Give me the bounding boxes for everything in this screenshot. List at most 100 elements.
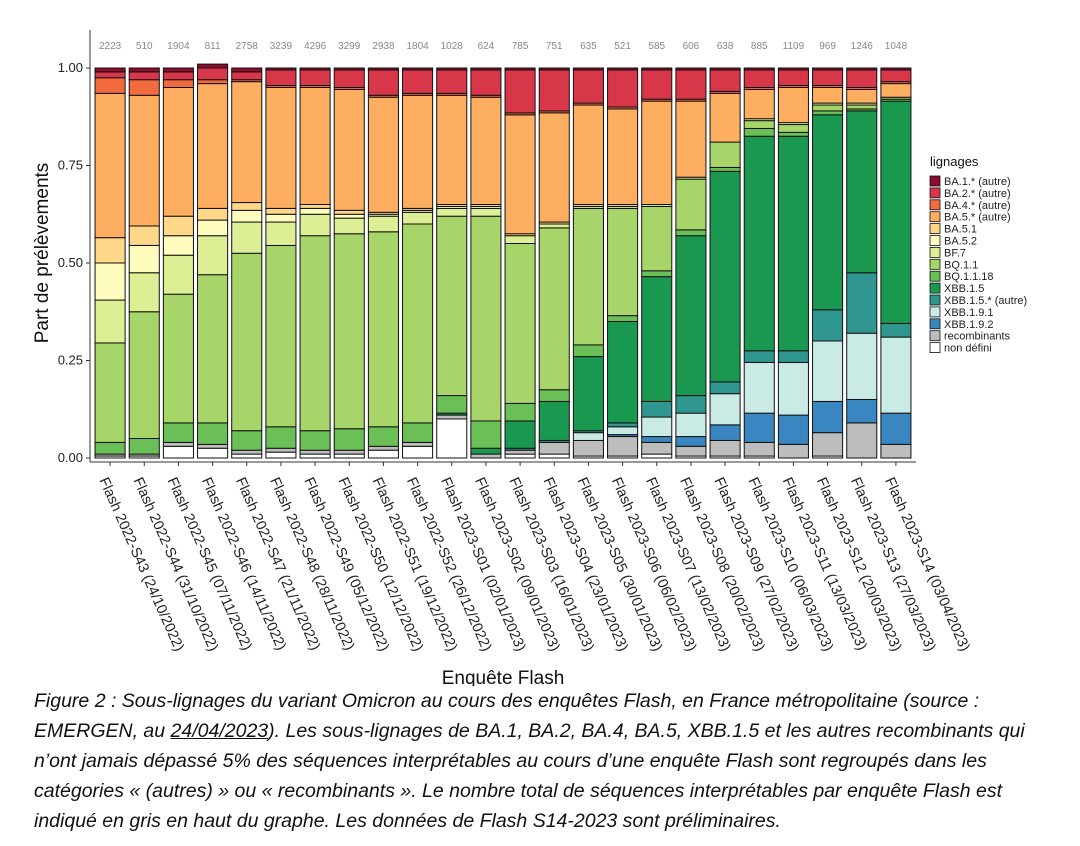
bar-segment [128, 311, 160, 439]
bar-segment [777, 443, 809, 459]
bar-segment [436, 67, 468, 71]
bar-segment [846, 422, 878, 459]
legend-swatch [929, 223, 941, 235]
caption-date: 24/04/2023 [170, 720, 269, 742]
bar-segment [846, 67, 878, 71]
bar-segment [709, 170, 741, 383]
bar-segment [641, 100, 673, 205]
bar-segment [367, 426, 399, 447]
bar-segment [538, 227, 570, 391]
bar-segment [709, 67, 741, 71]
bar-segment [470, 453, 502, 459]
legend-swatch [929, 211, 941, 223]
bar-segment [402, 211, 434, 225]
bar-segment [265, 213, 297, 223]
bar-segment [402, 69, 434, 94]
bar-segment [572, 432, 604, 441]
bar-segment [333, 67, 365, 71]
bar-segment [197, 274, 229, 424]
legend-label: recombinants [944, 331, 1011, 343]
bar-segment [675, 100, 707, 178]
legend-swatch [929, 306, 941, 318]
bar-segment [162, 293, 194, 424]
bar-segment [641, 416, 673, 438]
bar-segment [265, 447, 297, 453]
bar-segment [572, 104, 604, 205]
bar-segment [265, 207, 297, 215]
y-tick-label: 0.50 [58, 255, 83, 270]
bar-segment [94, 299, 126, 344]
bar-segment [743, 69, 775, 88]
bar-segment [402, 445, 434, 459]
y-axis-title: Part de prélèvements [32, 163, 53, 344]
legend-swatch [929, 330, 941, 342]
bar-segment [880, 336, 912, 414]
legend-swatch [929, 199, 941, 211]
bar-segment [572, 67, 604, 71]
bar-segment [743, 88, 775, 120]
legend-swatch [929, 175, 941, 187]
bar-segment [333, 217, 365, 235]
legend-swatch [929, 258, 941, 270]
bar-segment [436, 215, 468, 397]
bar-segment [367, 445, 399, 451]
sample-count: 785 [512, 41, 529, 52]
sample-count: 1109 [783, 41, 805, 52]
bar-segment [197, 67, 229, 81]
legend-swatch [929, 187, 941, 199]
bar-segment [436, 418, 468, 459]
bar-segment [265, 69, 297, 87]
bar-segment [470, 67, 502, 71]
legend-swatch [929, 318, 941, 330]
bar-segment [538, 389, 570, 402]
sample-count: 2223 [99, 41, 122, 52]
bar-segment [675, 445, 707, 457]
bar-segment [812, 340, 844, 402]
legend-swatch [929, 270, 941, 282]
bar-segment [231, 449, 263, 455]
bar-segment [607, 321, 639, 424]
bar-segment [743, 120, 775, 129]
bar-segment [128, 94, 160, 227]
bar-segment [367, 231, 399, 428]
bar-segment [197, 422, 229, 445]
legend-swatch [929, 342, 941, 354]
bar-segment [812, 69, 844, 87]
bar-segment [162, 71, 194, 81]
bar-segment [162, 87, 194, 217]
sample-count: 3239 [270, 41, 293, 52]
legend-swatch [929, 235, 941, 246]
bar-segment [572, 207, 604, 346]
bar-segment [299, 87, 331, 205]
bar-segment [812, 87, 844, 104]
bar-segment [436, 414, 468, 420]
bar-segment [333, 213, 365, 219]
bar-segment [128, 438, 160, 455]
legend-label: BA.2.* (autre) [944, 188, 1011, 200]
bar-segment [641, 276, 673, 402]
bar-segment [880, 83, 912, 98]
sample-count: 585 [648, 41, 665, 52]
legend-swatch [929, 282, 941, 294]
bar-segment [538, 67, 570, 71]
y-tick-label: 0.00 [58, 450, 83, 465]
bar-segment [231, 453, 263, 459]
bar-segment [231, 209, 263, 223]
y-tick-label: 0.25 [58, 353, 83, 368]
bar-segment [880, 69, 912, 83]
legend-label: BA.5.* (autre) [944, 212, 1011, 224]
sample-count: 510 [136, 41, 153, 52]
bar-segment [162, 422, 194, 443]
legend-label: XBB.1.9.1 [944, 307, 994, 319]
bar-segment [607, 436, 639, 457]
legend-label: XBB.1.5.* (autre) [944, 295, 1027, 307]
sample-count: 1028 [441, 41, 464, 52]
bar-segment [812, 67, 844, 71]
bar-segment [709, 424, 741, 441]
bar-segment [504, 69, 536, 114]
bar-segment [504, 449, 536, 455]
bar-segment [231, 252, 263, 432]
bar-segment [197, 207, 229, 221]
legend-label: XBB.1.5 [944, 283, 984, 295]
bar-segment [94, 92, 126, 239]
